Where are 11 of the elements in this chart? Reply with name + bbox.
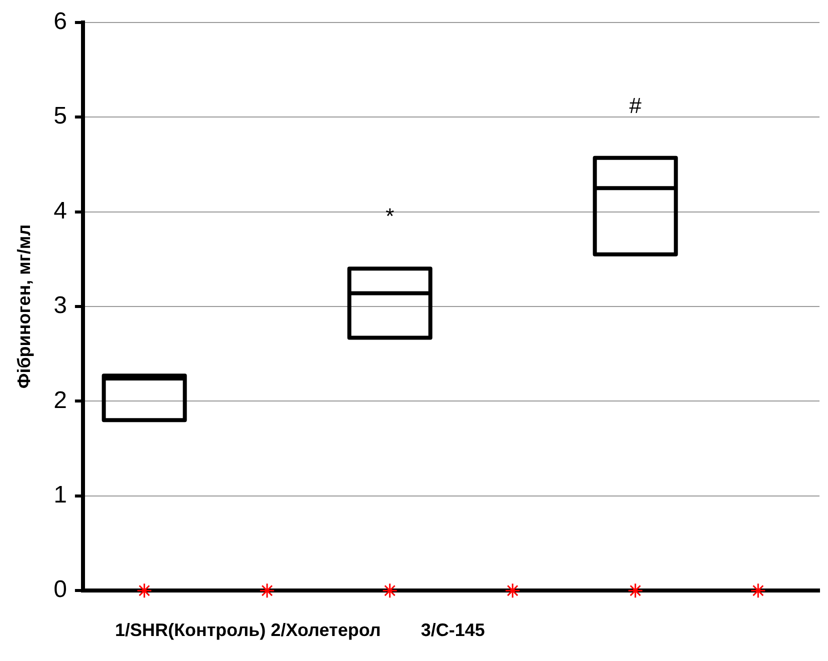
y-tick-label: 1 xyxy=(54,482,67,509)
x-axis-title: 1/SHR(Контроль) 2/Холетерол 3/С-145 xyxy=(115,620,485,641)
y-tick-label: 0 xyxy=(54,576,67,604)
y-tick-label: 4 xyxy=(54,197,67,224)
y-tick-label: 5 xyxy=(54,102,67,130)
y-tick-label: 3 xyxy=(54,292,67,320)
annotation: * xyxy=(386,204,395,229)
y-axis-title: Фібриноген, мг/мл xyxy=(14,224,34,389)
annotation: # xyxy=(629,92,642,118)
y-tick-label: 2 xyxy=(54,386,67,414)
y-tick-label: 6 xyxy=(54,8,67,36)
